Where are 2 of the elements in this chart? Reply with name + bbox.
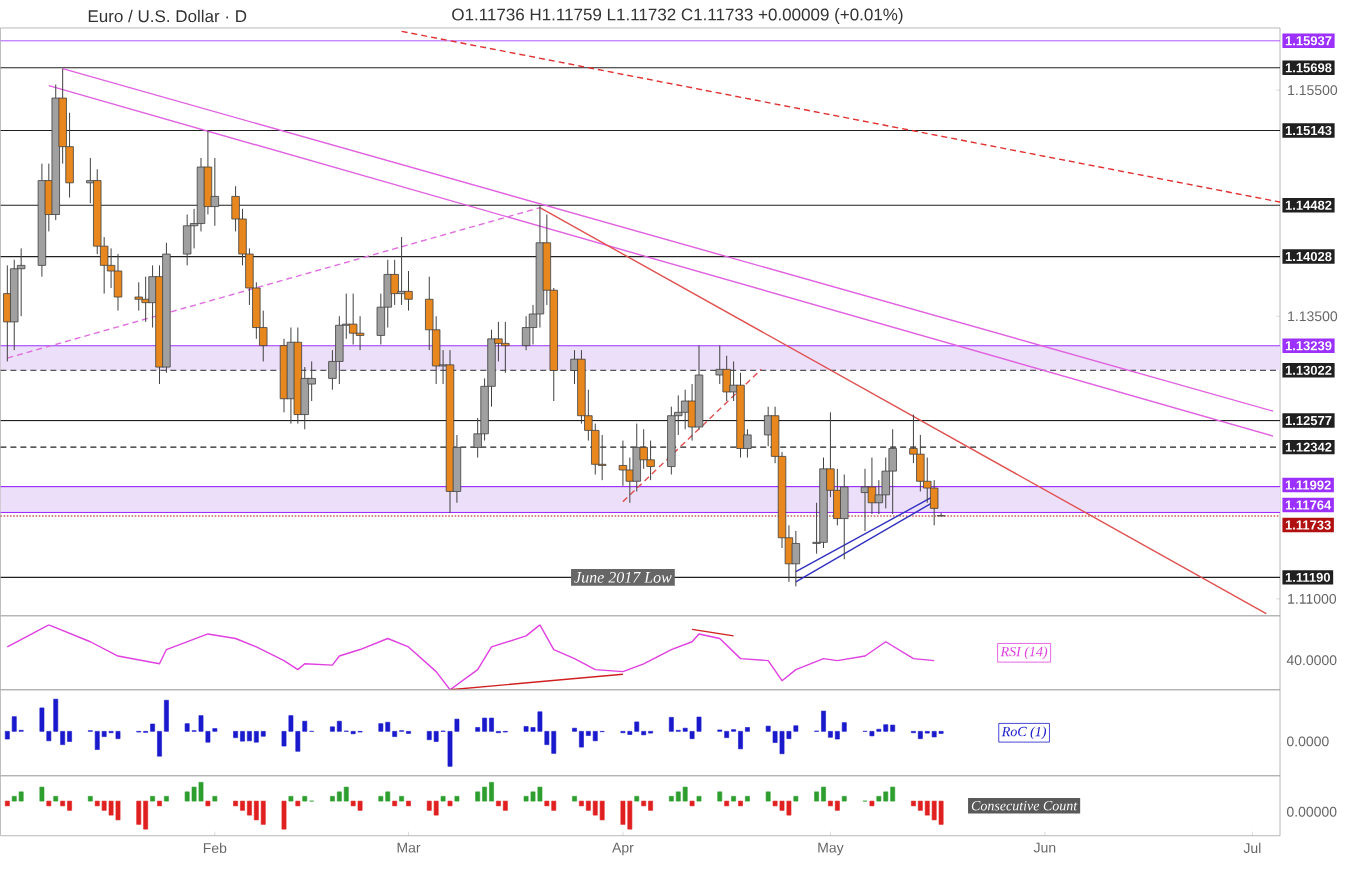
chart-subtitle: O1.11736 H1.11759 L1.11732 C1.11733 +0.00009 (+0.01%)	[452, 8, 903, 25]
chart-title: Euro / U.S. Dollar · D	[88, 9, 247, 23]
